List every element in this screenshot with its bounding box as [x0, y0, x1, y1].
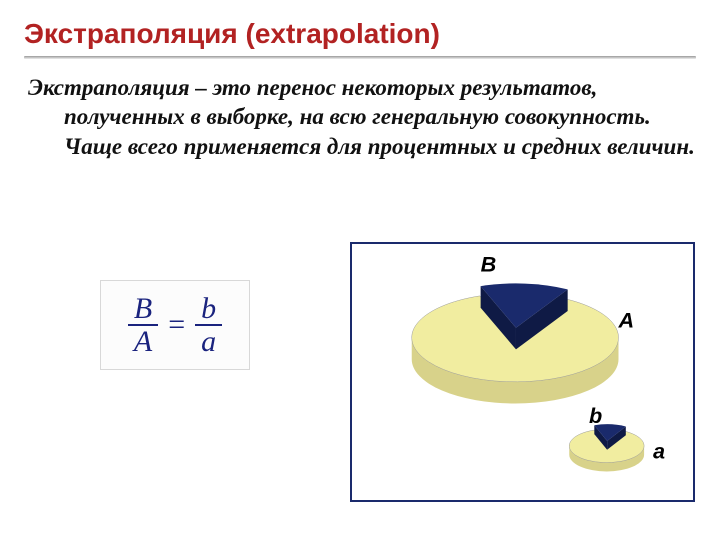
label-A: A: [618, 308, 635, 333]
fraction-left-numerator: B: [128, 293, 158, 325]
formula-box: B A = b a: [100, 280, 250, 370]
slide: Экстраполяция (extrapolation) Экстраполя…: [0, 0, 720, 540]
equals-sign: =: [168, 308, 185, 342]
pie-chart-svg: B A b a: [352, 244, 693, 500]
fraction-right: b a: [195, 293, 222, 358]
small-pie: [569, 424, 644, 471]
definition-text: Экстраполяция – это перенос некоторых ре…: [24, 73, 696, 161]
page-title: Экстраполяция (extrapolation): [24, 18, 696, 50]
pie-chart-panel: B A b a: [350, 242, 695, 502]
fraction-left: B A: [128, 293, 158, 358]
label-B: B: [481, 252, 497, 277]
big-pie: [412, 283, 619, 403]
label-b: b: [589, 403, 602, 428]
definition-paragraph: Экстраполяция – это перенос некоторых ре…: [28, 73, 696, 161]
label-a: a: [653, 439, 665, 464]
fraction-right-numerator: b: [195, 293, 222, 325]
formula: B A = b a: [128, 293, 222, 358]
title-underline: [24, 56, 696, 59]
fraction-left-denominator: A: [128, 326, 158, 358]
fraction-right-denominator: a: [195, 326, 222, 358]
